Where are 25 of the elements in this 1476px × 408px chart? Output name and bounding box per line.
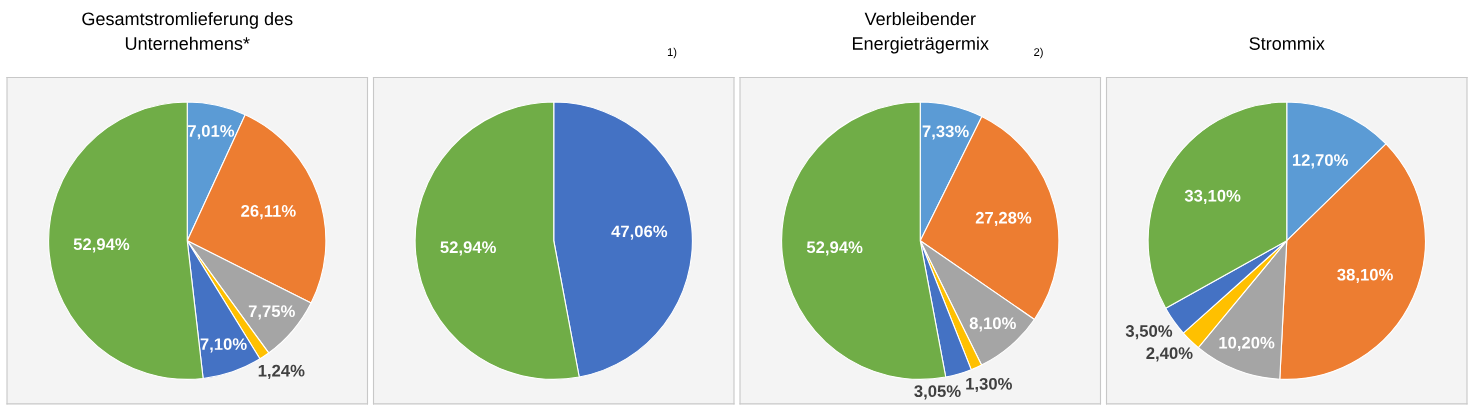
chart-title: Gesamtstromlieferung des Unternehmens* [82, 11, 293, 50]
data-label: 26,11% [241, 205, 296, 220]
data-label: 1,24% [258, 364, 305, 379]
data-label: 3,05% [914, 385, 961, 400]
data-label: 10,20% [1219, 336, 1275, 351]
data-label: 7,33% [922, 125, 969, 140]
data-label: 12,70% [1292, 154, 1348, 169]
data-label: 7,10% [200, 338, 247, 353]
data-label: 8,10% [969, 317, 1016, 332]
data-label: 33,10% [1184, 189, 1241, 205]
data-label: 2,40% [1146, 347, 1193, 362]
data-label: 3,50% [1125, 325, 1173, 340]
data-label: 1,30% [966, 377, 1012, 393]
data-label: 52,94% [806, 241, 863, 256]
data-label: 52,94% [440, 241, 496, 256]
text: 2) [1034, 47, 1043, 59]
chart-title: Strommix [1249, 36, 1325, 50]
data-label: 52,94% [73, 238, 130, 253]
chart-title: Verbleibender Energieträgermix [853, 11, 989, 54]
data-label: 7,75% [248, 305, 295, 320]
data-label: 47,06% [611, 225, 668, 240]
data-label: 7,01% [188, 125, 235, 140]
data-label: 38,10% [1337, 268, 1393, 283]
text: 1) [667, 47, 677, 59]
data-label: 27,28% [975, 211, 1032, 227]
